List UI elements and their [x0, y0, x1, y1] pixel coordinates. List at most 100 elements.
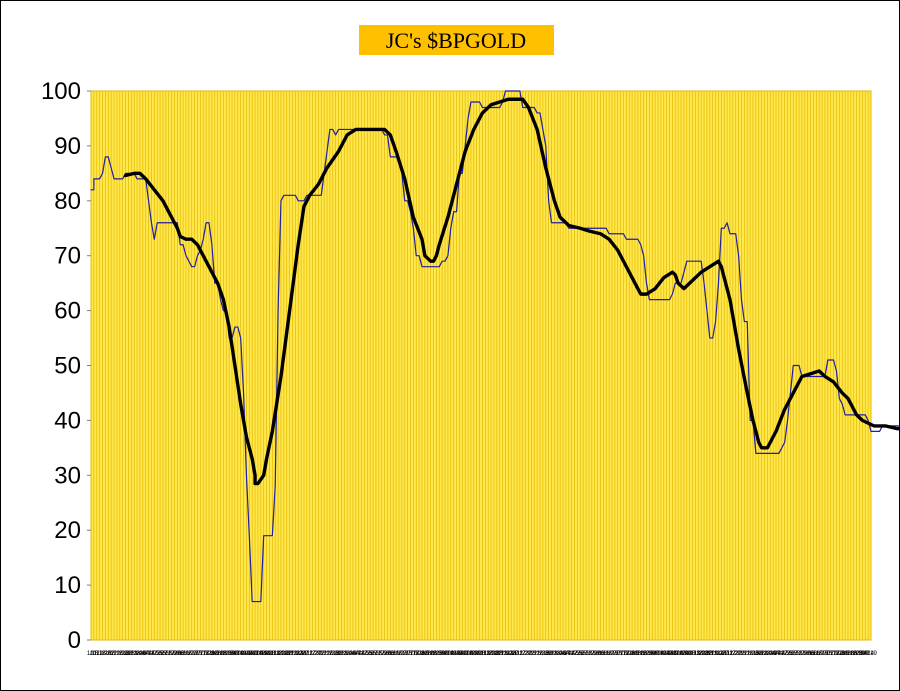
x-tick-label: 11/3: [261, 651, 273, 657]
x-tick-label: 5/17: [373, 651, 385, 657]
x-tick-label: 6/21: [183, 651, 195, 657]
y-tick-label: 40: [54, 407, 81, 434]
y-tick-label: 10: [54, 572, 81, 599]
x-tick-label: 4/2: [139, 651, 148, 657]
x-tick-label: 4/17: [146, 651, 158, 657]
x-tick-label: 7/21: [831, 651, 843, 657]
x-tick-label: 11/3: [681, 651, 693, 657]
x-tick-label: 9/9: [651, 651, 660, 657]
x-tick-label: 2/16: [321, 651, 333, 657]
x-tick-label: 4/17: [776, 651, 788, 657]
x-tick-label: 6/26: [396, 651, 408, 657]
x-tick-label: 2/21: [114, 651, 126, 657]
x-tick-label: 9/29: [241, 651, 253, 657]
x-tick-label: 5/17: [793, 651, 805, 657]
x-tick-label: 4/7: [562, 651, 571, 657]
x-tick-label: 10/4: [454, 651, 466, 657]
x-tick-label: 10/4: [664, 651, 676, 657]
x-tick-label: 11/28: [694, 651, 709, 657]
x-tick-label: 3/23: [131, 651, 143, 657]
x-tick-label: 1/17: [514, 651, 526, 657]
x-tick-label: 12/18: [285, 651, 301, 657]
x-tick-label: 9/4: [228, 651, 237, 657]
x-tick-label: 1/16: [94, 651, 106, 657]
x-tick-label: 2/26: [537, 651, 549, 657]
x-tick-label: 12/28: [291, 651, 307, 657]
x-tick-label: 12/23: [498, 651, 514, 657]
y-tick-label: 60: [54, 298, 81, 325]
y-tick-label: 80: [54, 188, 81, 215]
x-tick-label: 10/29: [676, 651, 692, 657]
x-tick-label: 3/28: [764, 651, 776, 657]
x-tick-label: 4/2: [559, 651, 568, 657]
x-tick-label: 3/13: [546, 651, 558, 657]
x-tick-label: 8/5: [631, 651, 640, 657]
x-tick-label: 7/6: [824, 651, 833, 657]
x-tick-label: 3/23: [762, 651, 774, 657]
title-background: [359, 25, 554, 55]
x-tick-label: 1/1: [87, 651, 96, 657]
x-tick-label: 4/17: [356, 651, 368, 657]
x-tick-label: 5/2: [156, 651, 165, 657]
x-tick-label: 7/6: [614, 651, 623, 657]
x-tick-label: 1/12: [301, 651, 313, 657]
x-tick-label: 12/23: [708, 651, 724, 657]
x-tick-label: 1/12: [511, 651, 523, 657]
x-tick-label: 3/8: [124, 651, 133, 657]
x-tick-label: 7/1: [611, 651, 620, 657]
x-tick-label: 1/21: [97, 651, 109, 657]
x-tick-label: 12/23: [288, 651, 304, 657]
x-tick-label: 6/1: [173, 651, 182, 657]
x-tick-label: 8/30: [223, 651, 235, 657]
x-tick-label: 5/27: [589, 651, 601, 657]
x-tick-label: 12/13: [702, 651, 718, 657]
x-tick-label: 12/13: [282, 651, 298, 657]
x-tick-label: 5/2: [786, 651, 795, 657]
y-tick-label: 0: [68, 627, 81, 654]
x-tick-label: 1/26: [100, 651, 112, 657]
x-tick-label: 2/16: [741, 651, 753, 657]
x-tick-label: 6/6: [806, 651, 815, 657]
x-tick-label: 7/16: [828, 651, 840, 657]
x-tick-label: 7/21: [200, 651, 212, 657]
x-tick-label: 8/10: [632, 651, 644, 657]
x-tick-label: 1/2: [507, 651, 516, 657]
x-tick-label: 10/9: [456, 651, 468, 657]
x-tick-label: 12/3: [698, 651, 710, 657]
y-tick-label: 100: [41, 78, 81, 105]
x-tick-label: 2/26: [747, 651, 759, 657]
x-tick-label: 8/25: [641, 651, 653, 657]
x-tick-label: 3/3: [331, 651, 340, 657]
x-tick-label: 6/1: [593, 651, 602, 657]
x-tick-label: 9/9: [231, 651, 240, 657]
x-tick-label: 6/26: [816, 651, 828, 657]
x-tick-label: 3/18: [128, 651, 140, 657]
x-tick-label: 2/16: [531, 651, 543, 657]
x-tick-label: 7/11: [825, 651, 837, 657]
x-tick-label: 5/7: [789, 651, 798, 657]
x-tick-label: 7/26: [833, 651, 845, 657]
x-tick-label: 11/28: [484, 651, 499, 657]
y-tick-label: 20: [54, 517, 81, 544]
x-tick-label: 8/30: [433, 651, 445, 657]
x-tick-label: 3/23: [341, 651, 353, 657]
x-tick-label: 8/20: [638, 651, 650, 657]
x-tick-label: 11/8: [264, 651, 276, 657]
x-tick-label: 5/12: [160, 651, 172, 657]
x-tick-label: 12/8: [491, 651, 503, 657]
x-tick-label: 10/9: [246, 651, 258, 657]
x-tick-label: 8/25: [431, 651, 443, 657]
x-tick-label: 2/1: [104, 651, 113, 657]
x-tick-label: 5/7: [369, 651, 378, 657]
x-tick-label: 9/19: [655, 651, 667, 657]
x-tick-label: 9/24: [238, 651, 250, 657]
x-tick-label: 3/13: [336, 651, 348, 657]
x-tick-label: 6/16: [810, 651, 822, 657]
x-tick-label: 7/11: [615, 651, 627, 657]
x-tick-label: 2/6: [527, 651, 536, 657]
x-tick-label: 12/8: [281, 651, 293, 657]
x-tick-label: 9/24: [658, 651, 670, 657]
x-tick-label: 5/27: [169, 651, 181, 657]
x-tick-label: 6/16: [180, 651, 192, 657]
